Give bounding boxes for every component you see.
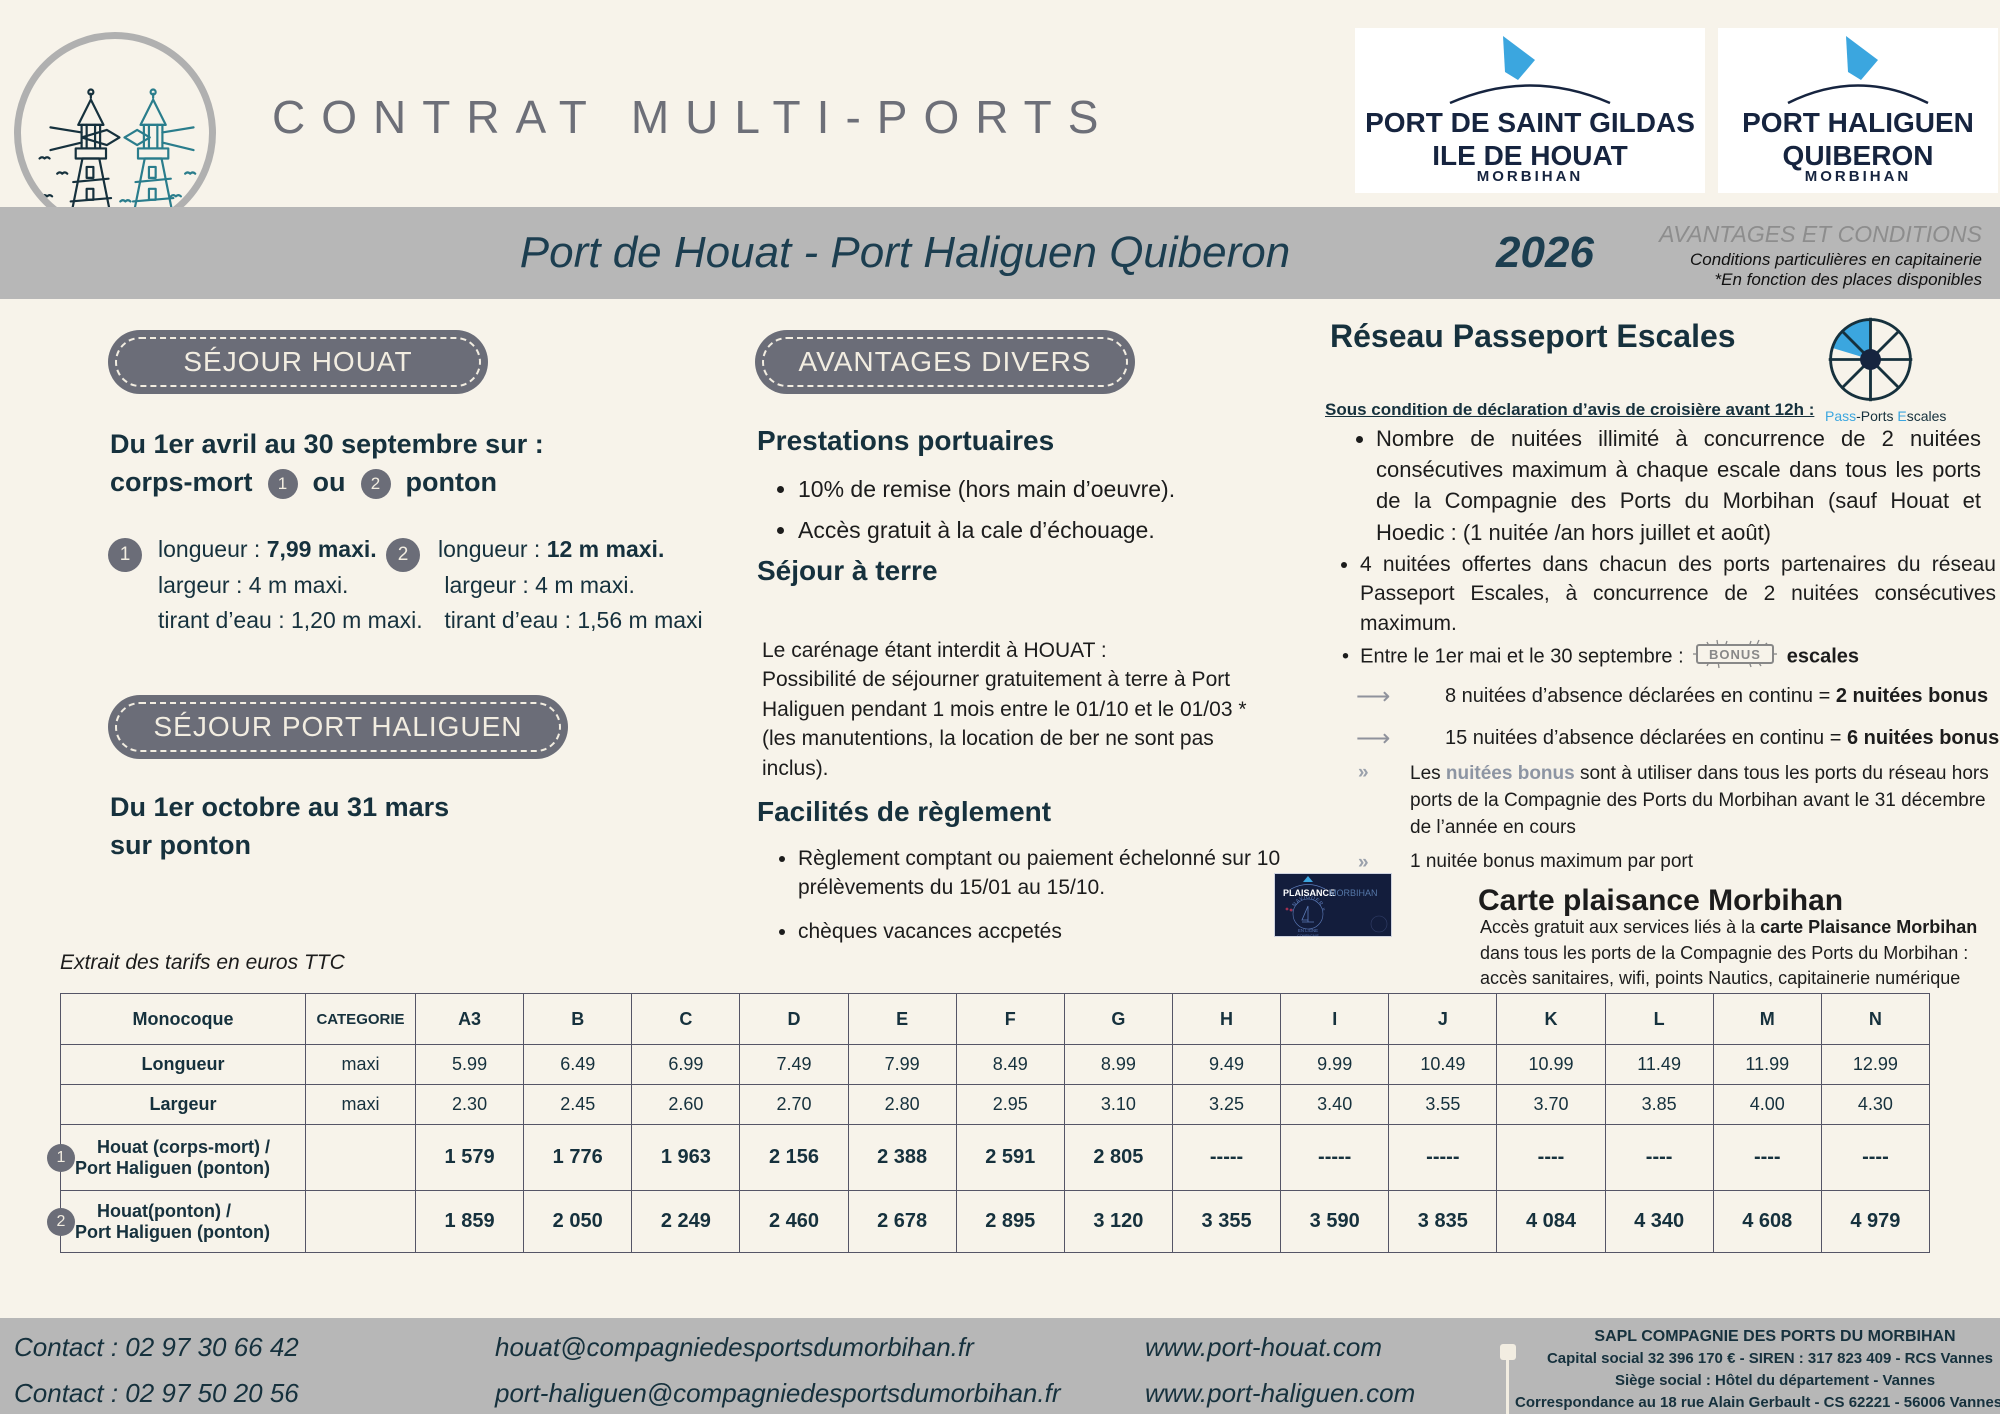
svg-text:MORBIHAN: MORBIHAN xyxy=(1329,888,1378,898)
svg-text:BONUS: BONUS xyxy=(1709,647,1761,662)
svg-text:EN LIGNE: EN LIGNE xyxy=(1298,928,1318,933)
svg-text:COMPAGNIE: COMPAGNIE xyxy=(1297,934,1319,937)
